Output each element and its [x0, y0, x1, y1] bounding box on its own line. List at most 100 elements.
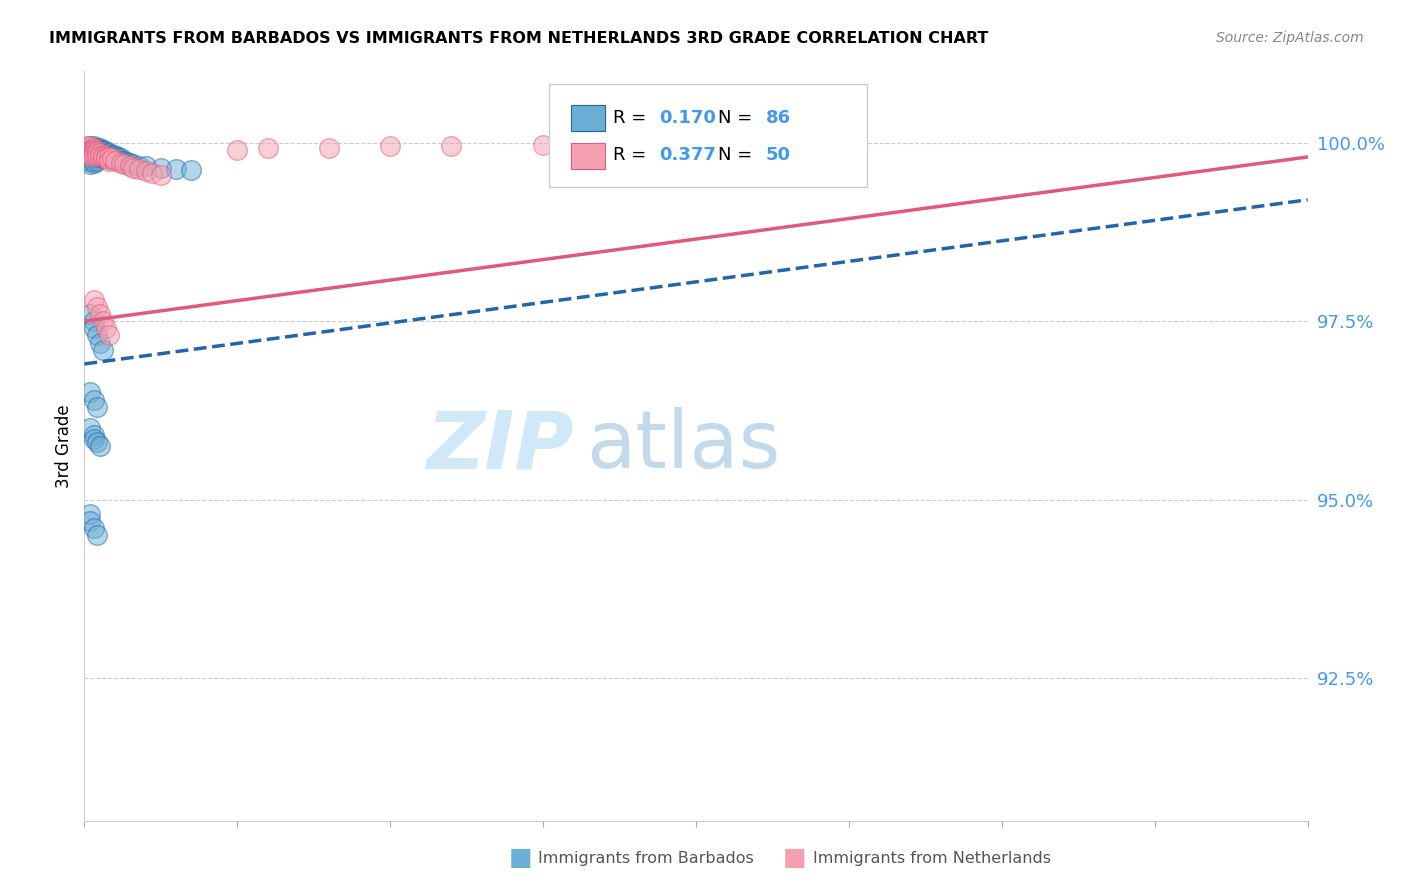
- Point: [747, 136, 769, 151]
- Point: [76, 146, 98, 161]
- Point: [94, 152, 117, 166]
- Point: [83, 146, 105, 161]
- Point: [86, 300, 108, 314]
- Point: [122, 157, 145, 171]
- Text: IMMIGRANTS FROM BARBADOS VS IMMIGRANTS FROM NETHERLANDS 3RD GRADE CORRELATION CH: IMMIGRANTS FROM BARBADOS VS IMMIGRANTS F…: [49, 31, 988, 46]
- Point: [101, 152, 124, 166]
- Point: [149, 161, 172, 175]
- Point: [128, 162, 150, 177]
- Point: [107, 152, 129, 166]
- Point: [97, 152, 120, 166]
- Point: [91, 343, 114, 357]
- Point: [83, 293, 105, 307]
- Point: [226, 143, 249, 157]
- Point: [76, 150, 98, 164]
- Point: [76, 153, 98, 168]
- Point: [120, 159, 142, 173]
- Point: [86, 400, 108, 414]
- Point: [94, 148, 117, 162]
- Point: [86, 146, 108, 161]
- Point: [101, 152, 124, 166]
- Point: [83, 155, 105, 169]
- Text: atlas: atlas: [586, 407, 780, 485]
- Point: [91, 148, 114, 162]
- Point: [76, 139, 98, 153]
- Point: [89, 146, 111, 161]
- Point: [83, 153, 105, 168]
- Point: [86, 153, 108, 168]
- FancyBboxPatch shape: [550, 84, 868, 187]
- Point: [685, 136, 707, 151]
- Point: [440, 138, 463, 153]
- Point: [83, 428, 105, 442]
- Text: N =: N =: [718, 146, 758, 164]
- Point: [135, 164, 157, 178]
- Point: [79, 143, 101, 157]
- Point: [79, 146, 101, 161]
- Point: [79, 421, 101, 435]
- Point: [94, 150, 117, 164]
- Point: [91, 148, 114, 162]
- Text: N =: N =: [718, 109, 758, 127]
- Bar: [571, 143, 606, 169]
- Point: [110, 153, 132, 168]
- Point: [83, 152, 105, 166]
- Point: [104, 150, 127, 164]
- Point: [79, 146, 101, 161]
- Text: Immigrants from Netherlands: Immigrants from Netherlands: [813, 851, 1050, 865]
- Text: 0.377: 0.377: [659, 146, 716, 164]
- Point: [110, 152, 132, 166]
- Point: [79, 153, 101, 168]
- Point: [89, 148, 111, 162]
- Point: [89, 146, 111, 161]
- Point: [101, 148, 124, 162]
- Point: [86, 328, 108, 343]
- Point: [83, 145, 105, 159]
- Point: [101, 150, 124, 164]
- Point: [180, 162, 202, 177]
- Y-axis label: 3rd Grade: 3rd Grade: [55, 404, 73, 488]
- Point: [91, 314, 114, 328]
- Text: 50: 50: [766, 146, 790, 164]
- Point: [97, 328, 120, 343]
- Point: [94, 146, 117, 161]
- Point: [97, 153, 120, 168]
- Point: [86, 435, 108, 450]
- Point: [91, 152, 114, 166]
- Point: [91, 150, 114, 164]
- Point: [86, 141, 108, 155]
- Point: [86, 150, 108, 164]
- Point: [79, 148, 101, 162]
- Point: [79, 385, 101, 400]
- Text: ZIP: ZIP: [426, 407, 574, 485]
- Point: [141, 166, 163, 180]
- Point: [807, 136, 830, 150]
- Point: [89, 307, 111, 321]
- Point: [89, 141, 111, 155]
- Point: [531, 137, 554, 152]
- Point: [79, 143, 101, 157]
- Point: [83, 321, 105, 335]
- Point: [112, 153, 135, 168]
- Point: [89, 150, 111, 164]
- Point: [107, 150, 129, 164]
- Point: [97, 150, 120, 164]
- Point: [79, 145, 101, 159]
- Point: [79, 157, 101, 171]
- Point: [76, 143, 98, 157]
- Point: [83, 392, 105, 407]
- Point: [79, 139, 101, 153]
- Point: [115, 155, 138, 169]
- Point: [83, 432, 105, 446]
- Point: [257, 141, 280, 155]
- Point: [104, 153, 127, 168]
- Point: [83, 141, 105, 155]
- Point: [122, 161, 145, 175]
- Point: [112, 157, 135, 171]
- Text: ■: ■: [509, 847, 531, 870]
- Point: [76, 143, 98, 157]
- Point: [94, 152, 117, 166]
- Point: [97, 150, 120, 164]
- Point: [83, 146, 105, 161]
- Point: [91, 146, 114, 161]
